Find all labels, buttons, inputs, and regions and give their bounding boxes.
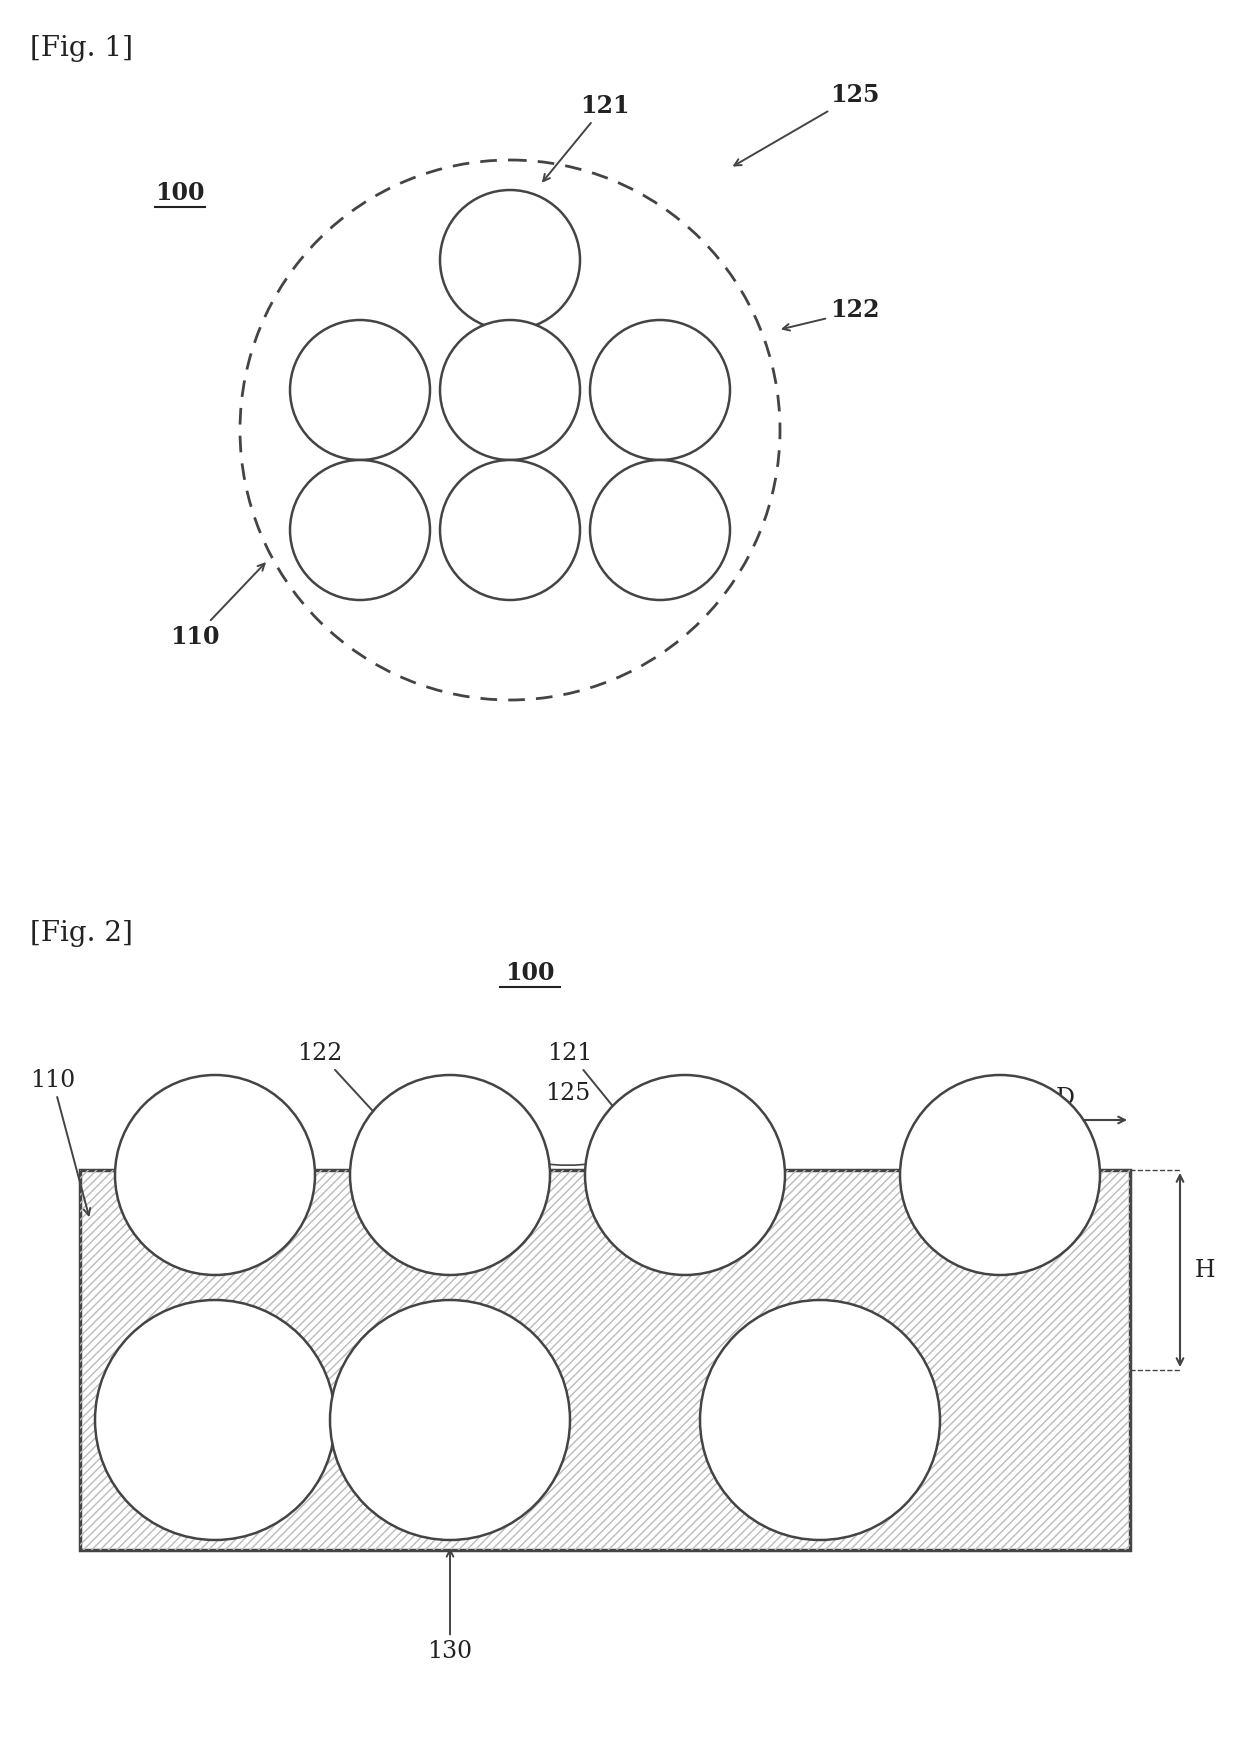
Circle shape <box>440 460 580 600</box>
Circle shape <box>290 319 430 460</box>
Text: 121: 121 <box>543 94 630 181</box>
Text: 110: 110 <box>170 563 264 649</box>
Circle shape <box>440 319 580 460</box>
Circle shape <box>290 460 430 600</box>
Text: 110: 110 <box>30 1069 91 1216</box>
Text: 121: 121 <box>547 1041 682 1191</box>
Bar <box>81 1170 1130 1550</box>
Circle shape <box>115 1074 315 1275</box>
Text: 100: 100 <box>155 181 205 206</box>
Text: [Fig. 1]: [Fig. 1] <box>30 35 133 63</box>
Text: 130: 130 <box>428 1550 472 1664</box>
Text: 125: 125 <box>544 1081 590 1106</box>
Text: 100: 100 <box>505 961 554 985</box>
Bar <box>81 1170 1130 1550</box>
Circle shape <box>585 1074 785 1275</box>
Circle shape <box>590 319 730 460</box>
Circle shape <box>900 1074 1100 1275</box>
Text: H: H <box>1195 1259 1215 1282</box>
Circle shape <box>701 1299 940 1540</box>
Text: D: D <box>1055 1087 1075 1109</box>
Circle shape <box>330 1299 570 1540</box>
Text: 122: 122 <box>830 298 879 323</box>
Circle shape <box>95 1299 335 1540</box>
Circle shape <box>350 1074 551 1275</box>
Circle shape <box>590 460 730 600</box>
Text: 125: 125 <box>830 84 879 106</box>
Text: [Fig. 2]: [Fig. 2] <box>30 921 133 947</box>
Circle shape <box>440 190 580 330</box>
Text: 122: 122 <box>298 1041 446 1191</box>
